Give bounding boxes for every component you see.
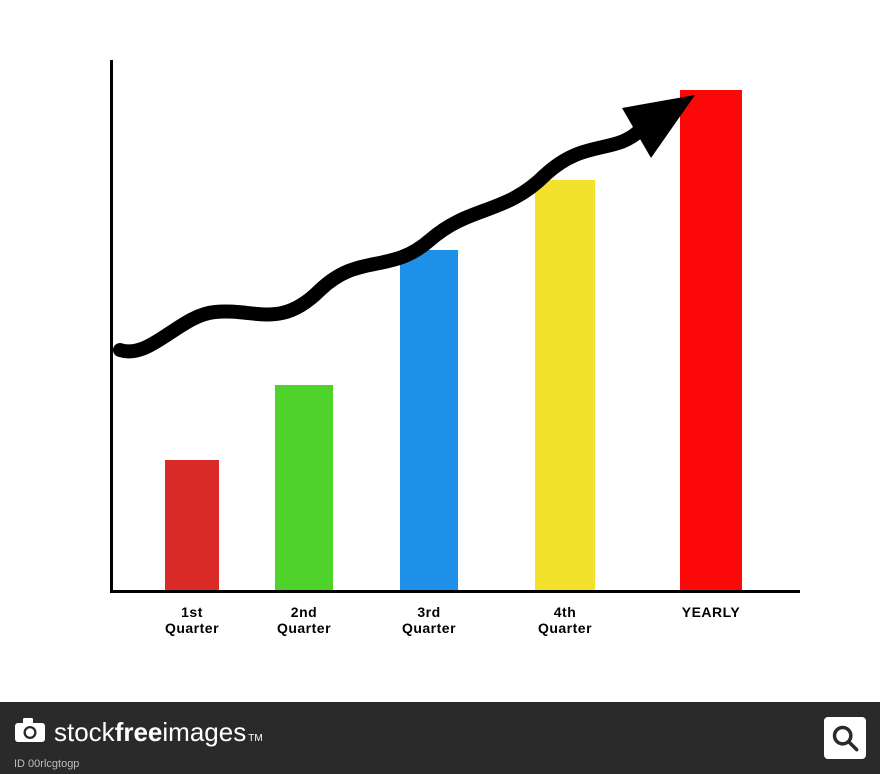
brand-logo: stockfreeimagesTM bbox=[54, 717, 263, 748]
watermark-footer: stockfreeimagesTM ID 00rlcgtogp bbox=[0, 702, 880, 774]
footer-left: stockfreeimagesTM bbox=[14, 717, 271, 748]
camera-icon bbox=[14, 717, 46, 748]
stage: 1st Quarter2nd Quarter3rd Quarter4th Qua… bbox=[0, 0, 880, 774]
brand-images: images bbox=[162, 717, 246, 748]
brand-stock: stock bbox=[54, 717, 115, 748]
magnifier-icon bbox=[824, 717, 866, 759]
brand-tm: TM bbox=[248, 733, 262, 744]
image-id-label: ID 00rlcgtogp bbox=[14, 758, 79, 770]
brand-free: free bbox=[115, 717, 163, 748]
trend-arrow bbox=[0, 0, 880, 774]
